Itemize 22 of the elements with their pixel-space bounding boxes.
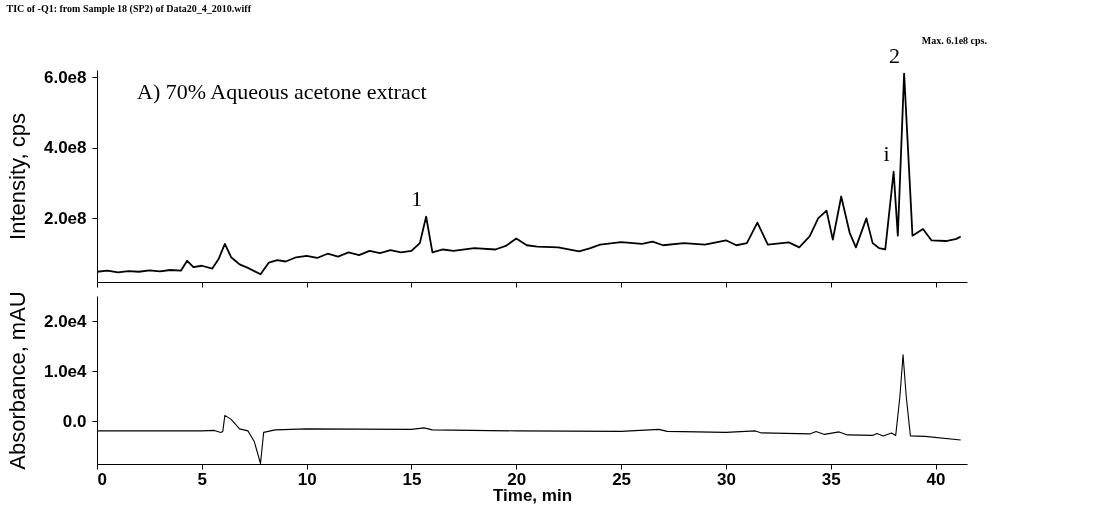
y-tick-label: 2.0e4	[43, 311, 88, 331]
annotation: 2	[889, 42, 901, 68]
y-axis-title: Absorbance, mAU	[4, 291, 30, 470]
annotation: i	[883, 140, 890, 166]
x-tick-label: 10	[297, 469, 317, 489]
x-tick-label: 0	[97, 469, 107, 489]
x-tick-label: 25	[612, 469, 632, 489]
y-tick-label: 1.0e4	[43, 361, 88, 381]
annotation: A) 70% Aqueous acetone extract	[137, 79, 427, 104]
x-tick-label: 35	[821, 469, 841, 489]
y-tick-label: 4.0e8	[43, 138, 87, 158]
chart-title: TIC of -Q1: from Sample 18 (SP2) of Data20_4_2010.wiff	[6, 3, 252, 15]
y-tick-label: 6.0e8	[43, 67, 87, 87]
x-tick-label: 5	[197, 469, 208, 489]
annotation: 1	[411, 185, 423, 211]
x-tick-label: 15	[402, 469, 422, 489]
text: Max. 6.1e8 cps.	[921, 35, 988, 46]
y-tick-label: 2.0e8	[43, 208, 87, 228]
x-tick-label: 40	[926, 469, 946, 489]
y-tick-label: 0.0	[62, 411, 87, 431]
y-axis-title: Intensity, cps	[4, 113, 30, 240]
x-tick-label: 30	[716, 469, 736, 489]
